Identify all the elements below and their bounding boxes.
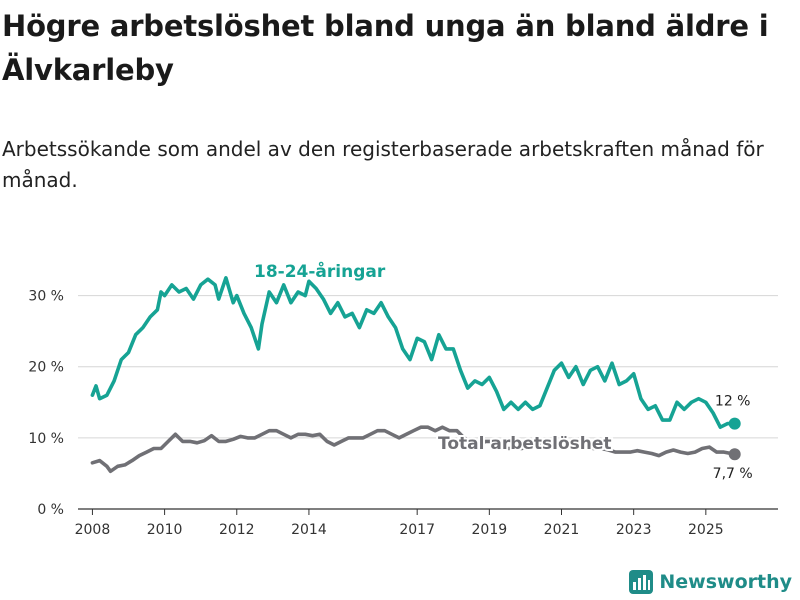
series-line-total — [90, 425, 737, 474]
x-tick-label: 2019 — [472, 522, 508, 538]
x-tick-label: 2021 — [544, 522, 580, 538]
line-chart: 0 % 10 % 20 % 30 % 2008 2010 2012 2014 2017 2019… — [28, 258, 778, 538]
x-tick-label: 2008 — [75, 522, 111, 538]
end-point-18-24 — [728, 417, 741, 430]
series-label-18-24: 18-24-åringar — [254, 260, 386, 282]
x-axis: 2008 2010 2012 2014 2017 2019 2021 2023 2025 — [75, 509, 724, 538]
series-label-total: Total arbetslöshet — [438, 434, 612, 454]
x-tick-label: 2025 — [688, 522, 724, 538]
y-tick-label: 0 % — [37, 502, 64, 518]
series-lines — [90, 276, 741, 474]
brand-name: Newsworthy — [659, 571, 792, 593]
grid-lines — [78, 295, 778, 510]
x-tick-label: 2014 — [291, 522, 327, 538]
brand-logo: Newsworthy — [629, 570, 792, 594]
end-point-total — [728, 448, 741, 461]
end-label-18-24: 12 % — [715, 394, 751, 410]
x-tick-label: 2012 — [219, 522, 255, 538]
bar-chart-logo-icon — [629, 570, 654, 594]
y-axis: 0 % 10 % 20 % 30 % — [28, 289, 64, 518]
x-tick-label: 2017 — [399, 522, 435, 538]
y-tick-label: 20 % — [28, 360, 64, 376]
x-tick-label: 2023 — [616, 522, 652, 538]
y-tick-label: 10 % — [28, 431, 64, 447]
y-tick-label: 30 % — [28, 289, 64, 305]
x-tick-label: 2010 — [147, 522, 183, 538]
series-line-18-24 — [90, 276, 737, 429]
series-labels: 18-24-åringar Total arbetslöshet 12 % 7,7 % — [252, 258, 753, 482]
chart-subtitle: Arbetssökande som andel av den registerb… — [2, 137, 764, 192]
chart-title: Högre arbetslöshet bland unga än bland ä… — [2, 9, 769, 87]
end-label-total: 7,7 % — [713, 466, 753, 482]
